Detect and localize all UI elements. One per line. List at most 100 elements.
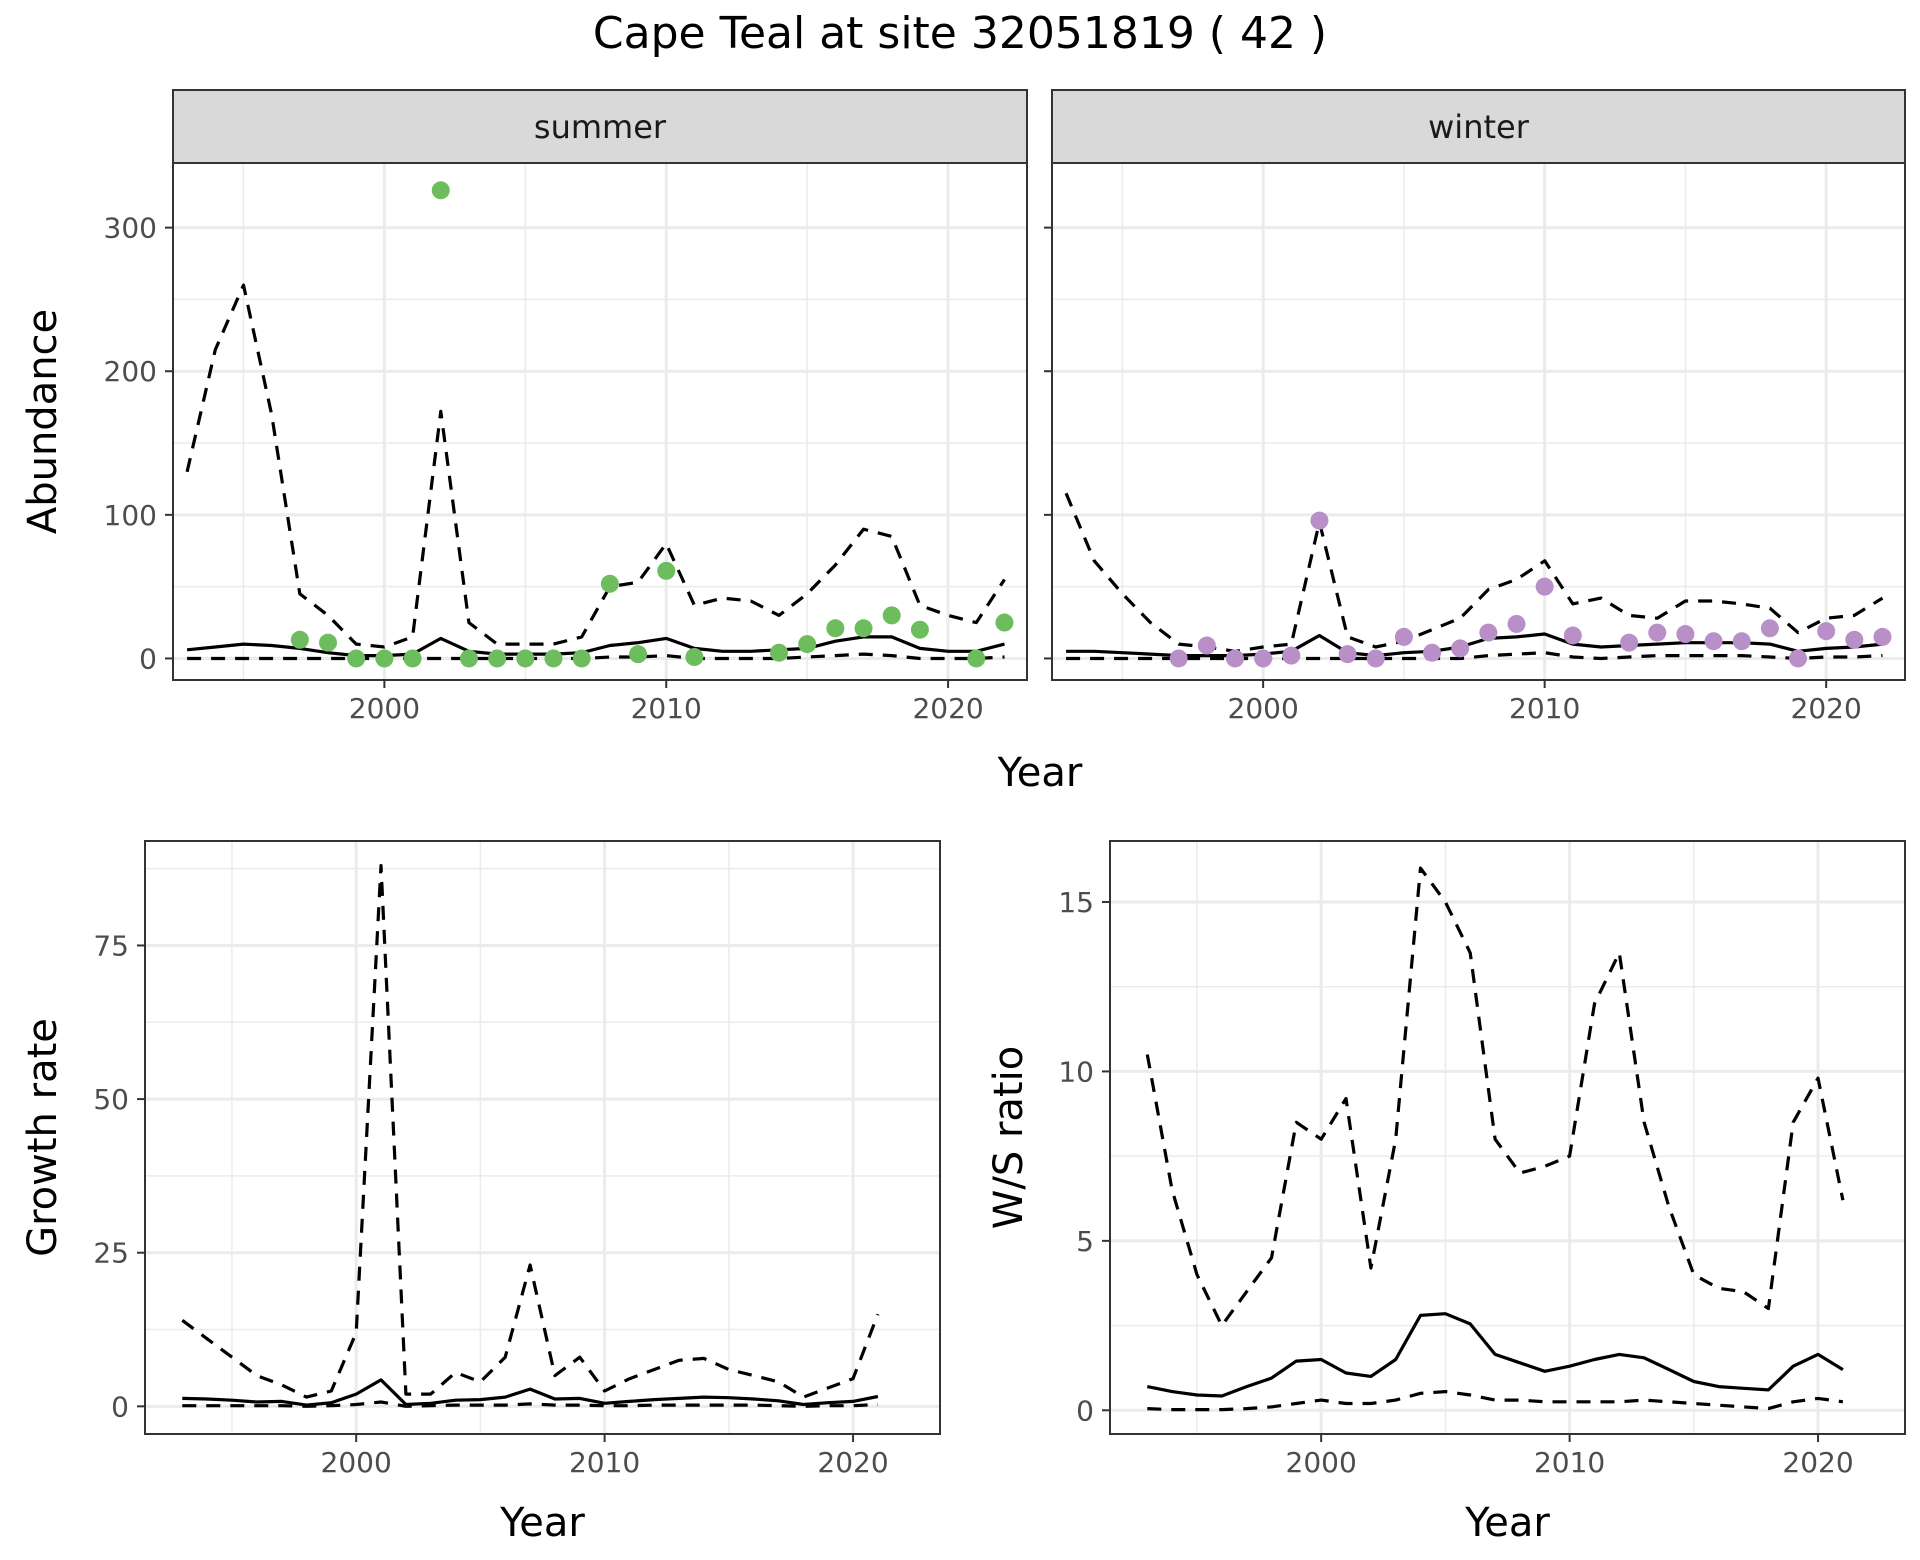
winter-observed-point — [1845, 630, 1864, 649]
winter-observed-point — [1507, 614, 1526, 633]
summer-observed-point — [516, 649, 535, 668]
winter-strip-label: winter — [1428, 108, 1530, 146]
growth-y-tick-label: 25 — [93, 1237, 129, 1270]
growth-x-axis-title: Year — [499, 1500, 585, 1546]
summer-observed-point — [375, 649, 394, 668]
winter-x-tick-label: 2020 — [1791, 692, 1862, 725]
ratio-y-tick-label: 5 — [1076, 1225, 1094, 1258]
summer-observed-point — [572, 649, 591, 668]
winter-observed-point — [1676, 625, 1695, 644]
winter-observed-point — [1423, 643, 1442, 662]
summer-observed-point — [685, 648, 704, 667]
growth-panel-border — [144, 840, 941, 1435]
summer-plot-background — [173, 163, 1027, 680]
summer-y-tick-label: 100 — [104, 499, 157, 532]
winter-observed-point — [1704, 632, 1723, 651]
winter-observed-point — [1310, 511, 1329, 530]
growth-x-tick-label: 2000 — [321, 1446, 392, 1479]
summer-observed-point — [995, 613, 1014, 632]
winter-observed-point — [1760, 619, 1779, 638]
ratio-upper-line — [1145, 866, 1845, 1328]
summer-observed-point — [854, 619, 873, 638]
winter-observed-point — [1254, 649, 1273, 668]
growth-upper-line — [181, 863, 880, 1399]
ratio-x-tick-label: 2010 — [1534, 1446, 1605, 1479]
summer-observed-point — [798, 635, 817, 654]
ratio-mean-line — [1146, 1312, 1844, 1398]
summer-strip-label: summer — [534, 108, 667, 146]
summer-panel: summer 2000 2010 2020 0 100 200 300 Abundance — [20, 89, 1028, 725]
winter-observed-point — [1282, 646, 1301, 665]
growth-y-tick-label: 0 — [111, 1390, 129, 1423]
winter-lower-line — [1066, 651, 1883, 661]
winter-observed-point — [1648, 623, 1667, 642]
top-x-axis-title: Year — [997, 750, 1083, 796]
growth-y-tick-label: 50 — [93, 1083, 129, 1116]
summer-mean-line — [186, 635, 1005, 658]
ratio-y-tick-label: 10 — [1058, 1055, 1094, 1088]
summer-y-axis-title: Abundance — [20, 309, 66, 534]
ratio-plot-background — [1110, 841, 1905, 1434]
winter-observed-point — [1620, 633, 1639, 652]
summer-observed-point — [967, 649, 986, 668]
winter-observed-point — [1789, 649, 1808, 668]
summer-lower-line — [187, 652, 1005, 661]
winter-observed-point — [1732, 632, 1751, 651]
winter-observed-point — [1169, 649, 1188, 668]
summer-observed-point — [403, 649, 422, 668]
summer-upper-line — [185, 283, 1006, 649]
winter-plot-background — [1052, 163, 1905, 680]
winter-observed-point — [1535, 577, 1554, 596]
ratio-y-tick-label: 15 — [1058, 886, 1094, 919]
growth-lower-line — [182, 1400, 878, 1408]
summer-observed-point — [657, 561, 676, 580]
ratio-lower-line — [1147, 1389, 1844, 1412]
summer-observed-point — [544, 649, 563, 668]
summer-observed-point — [882, 606, 901, 625]
summer-observed-point — [319, 633, 338, 652]
growth-plot-background — [145, 841, 940, 1434]
ws-ratio-panel: 2000 2010 2020 0 5 10 15 Year W/S ratio — [986, 840, 1906, 1546]
summer-x-tick-label: 2000 — [349, 692, 420, 725]
summer-observed-point — [600, 574, 619, 593]
winter-observed-point — [1817, 622, 1836, 641]
ratio-x-tick-label: 2000 — [1286, 1446, 1357, 1479]
winter-observed-point — [1394, 627, 1413, 646]
summer-observed-point — [347, 649, 366, 668]
growth-x-tick-label: 2010 — [569, 1446, 640, 1479]
summer-observed-point — [431, 181, 450, 200]
summer-y-tick-label: 0 — [139, 642, 157, 675]
winter-upper-line — [1064, 492, 1884, 653]
winter-observed-point — [1338, 645, 1357, 664]
growth-mean-line — [182, 1378, 879, 1407]
winter-observed-point — [1563, 626, 1582, 645]
summer-y-tick-label: 300 — [104, 212, 157, 245]
winter-observed-point — [1873, 627, 1892, 646]
summer-observed-point — [629, 645, 648, 664]
chart-title: Cape Teal at site 32051819 ( 42 ) — [593, 8, 1327, 59]
summer-observed-point — [459, 649, 478, 668]
summer-observed-point — [910, 620, 929, 639]
ratio-y-tick-label: 0 — [1076, 1394, 1094, 1427]
growth-y-tick-label: 75 — [93, 929, 129, 962]
winter-x-tick-label: 2010 — [1509, 692, 1580, 725]
winter-observed-point — [1366, 649, 1385, 668]
ratio-y-axis-title: W/S ratio — [986, 1046, 1032, 1229]
summer-observed-point — [488, 649, 507, 668]
summer-x-tick-label: 2020 — [912, 692, 983, 725]
summer-strip — [172, 89, 1028, 164]
ratio-x-tick-label: 2020 — [1782, 1446, 1853, 1479]
growth-y-axis-title: Growth rate — [20, 1018, 66, 1257]
summer-y-tick-label: 200 — [104, 355, 157, 388]
growth-rate-panel: 2000 2010 2020 0 25 50 75 Year Growth rate — [20, 840, 941, 1546]
growth-x-tick-label: 2020 — [817, 1446, 888, 1479]
winter-observed-point — [1225, 649, 1244, 668]
winter-x-tick-label: 2000 — [1228, 692, 1299, 725]
ratio-x-axis-title: Year — [1464, 1500, 1550, 1546]
ratio-panel-border — [1109, 840, 1906, 1435]
winter-panel: winter 2000 2010 2020 — [1044, 89, 1906, 725]
winter-observed-point — [1451, 639, 1470, 658]
summer-x-tick-label: 2010 — [631, 692, 702, 725]
summer-observed-point — [290, 630, 309, 649]
